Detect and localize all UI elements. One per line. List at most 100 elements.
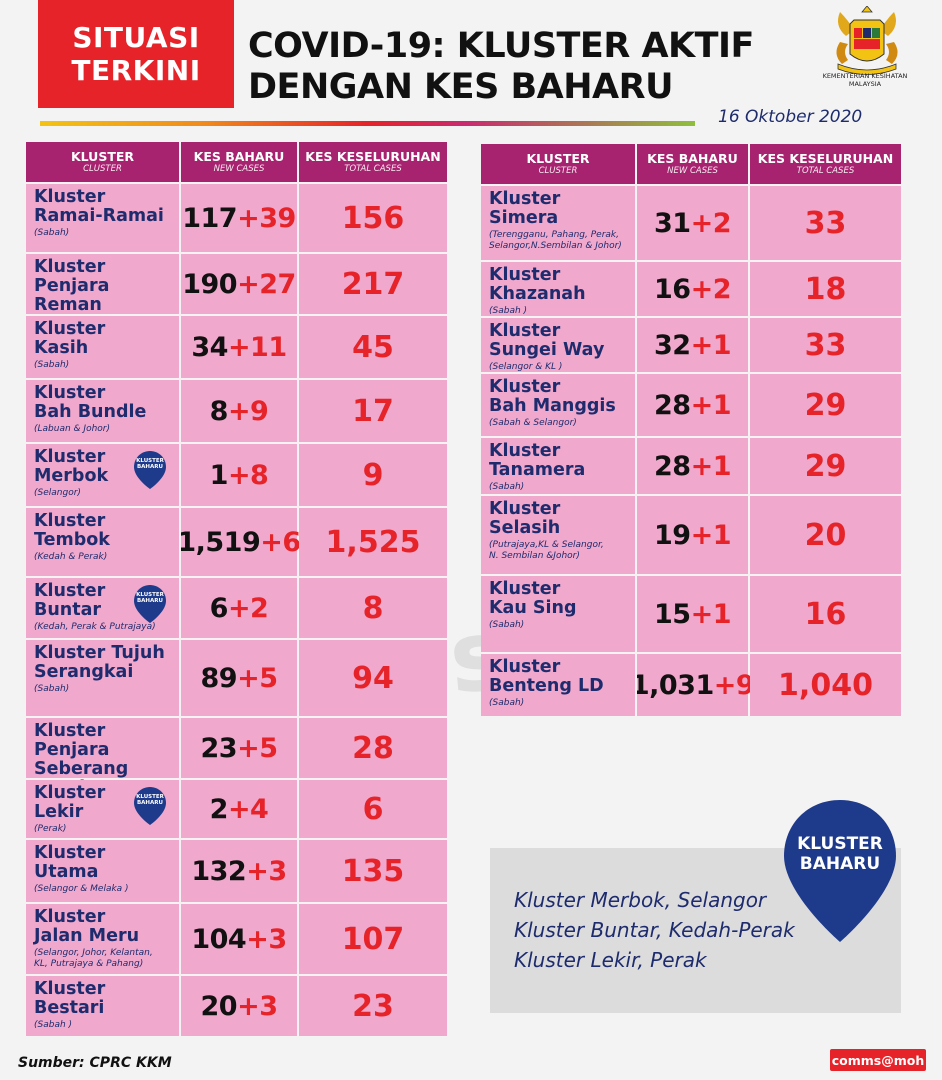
total-cases: 135 bbox=[341, 853, 405, 889]
base-cases: 32 bbox=[654, 329, 691, 361]
cluster-location: (Selangor & Melaka ) bbox=[34, 884, 129, 894]
location-pin-icon bbox=[784, 800, 896, 942]
added-cases: +5 bbox=[237, 732, 278, 764]
total-cases-cell: 107 bbox=[299, 904, 447, 974]
cluster-cell: Kluster Merbok (Selangor) KLUSTER BAHARU bbox=[26, 444, 181, 506]
added-cases: +1 bbox=[690, 450, 732, 482]
total-cases-cell: 135 bbox=[299, 840, 447, 902]
total-cases: 9 bbox=[362, 457, 384, 493]
table-row: Kluster Tujuh Serangkai (Sabah) 89 +5 94 bbox=[26, 638, 447, 716]
cluster-name: Kluster Penjara Reman bbox=[34, 257, 110, 315]
base-cases: 20 bbox=[200, 990, 238, 1022]
total-cases: 1,525 bbox=[325, 524, 421, 560]
report-date: 16 Oktober 2020 bbox=[718, 107, 863, 127]
cluster-location: (Sabah ) bbox=[34, 1020, 73, 1030]
added-cases: +1 bbox=[690, 329, 732, 361]
cluster-location: (Selangor, Johor, Kelantan, KL, Putrajay… bbox=[34, 948, 153, 969]
header-new: KES BAHARU NEW CASES bbox=[181, 142, 299, 182]
cluster-location: (Sabah) bbox=[34, 360, 70, 370]
header-new-label: KES BAHARU bbox=[193, 149, 285, 164]
cluster-cell: Kluster Kasih (Sabah) bbox=[26, 316, 181, 378]
badge-line-2: TERKINI bbox=[71, 54, 201, 87]
cluster-cell: Kluster Bah Manggis (Sabah & Selangor) bbox=[481, 374, 637, 436]
table-body: Kluster Ramai-Ramai (Sabah) 117 +39 156 Klust… bbox=[26, 182, 447, 1036]
added-cases: +4 bbox=[227, 793, 269, 825]
new-cases-cell: 2 +4 bbox=[181, 780, 299, 838]
comms-logo: comms@moh bbox=[830, 1049, 926, 1071]
color-divider bbox=[40, 121, 695, 126]
base-cases: 6 bbox=[209, 592, 229, 624]
table-row: Kluster Simera (Terengganu, Pahang, Perak… bbox=[481, 184, 901, 260]
added-cases: +1 bbox=[690, 519, 732, 551]
header-total: KES KESELURUHAN TOTAL CASES bbox=[299, 142, 447, 182]
new-cases-cell: 190 +27 bbox=[181, 254, 299, 314]
new-cases-cell: 31 +2 bbox=[637, 186, 750, 260]
new-cases-cell: 132 +3 bbox=[181, 840, 299, 902]
cluster-cell: Kluster Buntar (Kedah, Perak & Putrajaya)… bbox=[26, 578, 181, 638]
base-cases: 1,031 bbox=[630, 669, 714, 701]
header-new-sub: NEW CASES bbox=[667, 166, 718, 176]
table-row: Kluster Sungei Way (Selangor & KL ) 32 +1 33 bbox=[481, 316, 901, 372]
base-cases: 1,519 bbox=[177, 526, 261, 558]
cluster-name: Kluster Sungei Way bbox=[489, 321, 605, 360]
cluster-cell: Kluster Penjara Reman(Pulau Pinang) bbox=[26, 254, 181, 327]
table-row: Kluster Ramai-Ramai (Sabah) 117 +39 156 bbox=[26, 182, 447, 252]
cluster-location: (Selangor) bbox=[34, 488, 81, 498]
table-row: Kluster Bah Bundle (Labuan & Johor) 8 +9 17 bbox=[26, 378, 447, 442]
total-cases-cell: 6 bbox=[299, 780, 447, 838]
cluster-name: Kluster Utama bbox=[34, 843, 106, 882]
total-cases: 16 bbox=[804, 596, 847, 632]
cluster-cell: Kluster Benteng LD (Sabah) bbox=[481, 654, 637, 716]
ministry-name: KEMENTERIAN KESIHATAN MALAYSIA bbox=[800, 72, 930, 88]
legend-pin-label: KLUSTER BAHARU bbox=[782, 834, 898, 874]
pin-shape bbox=[134, 585, 166, 623]
base-cases: 132 bbox=[191, 855, 247, 887]
total-cases-cell: 217 bbox=[299, 254, 447, 314]
total-cases-cell: 29 bbox=[750, 438, 901, 494]
base-cases: 34 bbox=[191, 331, 228, 363]
added-cases: +1 bbox=[690, 598, 732, 630]
new-cases-cell: 1,519 +6 bbox=[177, 508, 301, 576]
total-cases: 23 bbox=[352, 988, 394, 1024]
pin-label: KLUSTER BAHARU bbox=[136, 458, 164, 470]
cluster-location: (Sabah) bbox=[489, 620, 525, 630]
new-cluster-pin-icon: KLUSTER BAHARU bbox=[133, 786, 167, 826]
pin-shape bbox=[134, 451, 166, 489]
total-cases-cell: 8 bbox=[299, 578, 447, 638]
cluster-location: (Sabah) bbox=[489, 698, 525, 708]
total-cases: 8 bbox=[362, 590, 384, 626]
base-cases: 23 bbox=[200, 732, 238, 764]
header-total-sub: TOTAL CASES bbox=[796, 166, 855, 176]
added-cases: +11 bbox=[227, 331, 287, 363]
header-total: KES KESELURUHAN TOTAL CASES bbox=[750, 144, 901, 184]
added-cases: +5 bbox=[237, 662, 278, 694]
cluster-name: Kluster Bah Bundle bbox=[34, 383, 147, 422]
total-cases-cell: 45 bbox=[299, 316, 447, 378]
cluster-location: (Terengganu, Pahang, Perak, Selangor,N.S… bbox=[489, 230, 622, 251]
header-total-label: KES KESELURUHAN bbox=[305, 149, 441, 164]
cluster-cell: Kluster Utama (Selangor & Melaka ) bbox=[26, 840, 181, 902]
added-cases: +9 bbox=[713, 669, 755, 701]
new-cases-cell: 28 +1 bbox=[637, 374, 750, 436]
base-cases: 15 bbox=[654, 598, 691, 630]
ministry-line-2: MALAYSIA bbox=[848, 80, 882, 88]
total-cases-cell: 9 bbox=[299, 444, 447, 506]
list-item: Kluster Merbok, Selangor bbox=[514, 888, 767, 912]
table-row: Kluster Bah Manggis (Sabah & Selangor) 28 +… bbox=[481, 372, 901, 436]
total-cases-cell: 1,525 bbox=[299, 508, 447, 576]
cluster-name: Kluster Ramai-Ramai bbox=[34, 187, 164, 226]
new-cases-cell: 28 +1 bbox=[637, 438, 750, 494]
cluster-cell: Kluster Ramai-Ramai (Sabah) bbox=[26, 184, 181, 252]
ministry-line-1: KEMENTERIAN KESIHATAN bbox=[822, 72, 908, 80]
cluster-cell: Kluster Lekir (Perak) KLUSTER BAHARU bbox=[26, 780, 181, 838]
cluster-location: (Sabah) bbox=[34, 684, 70, 694]
badge-line-1: SITUASI bbox=[72, 21, 200, 54]
added-cases: +3 bbox=[246, 923, 287, 955]
total-cases: 217 bbox=[341, 266, 405, 302]
added-cases: +3 bbox=[237, 990, 278, 1022]
page-title: COVID-19: KLUSTER AKTIF DENGAN KES BAHAR… bbox=[248, 26, 818, 108]
added-cases: +9 bbox=[227, 395, 269, 427]
added-cases: +1 bbox=[690, 389, 732, 421]
added-cases: +6 bbox=[260, 526, 301, 558]
cluster-name: Kluster Kau Sing bbox=[489, 579, 577, 618]
